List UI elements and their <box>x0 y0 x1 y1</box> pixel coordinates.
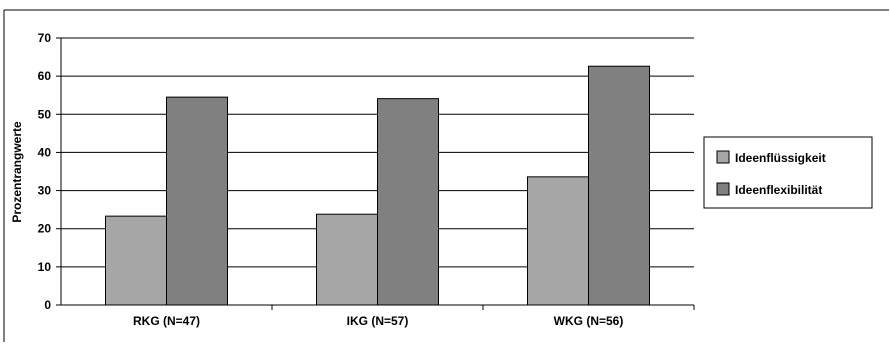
legend-label-ideenflexibilitaet: Ideenflexibilität <box>735 183 822 197</box>
bar-ideenflexibilitaet-2 <box>588 65 650 306</box>
legend: Ideenflüssigkeit Ideenflexibilität <box>703 136 873 209</box>
x-category-label-0: RKG (N=47) <box>133 314 200 328</box>
legend-swatch-ideenfluessigkeit <box>716 150 730 164</box>
y-tick-label-50: 50 <box>38 107 52 121</box>
bar-ideenflexibilitaet-1 <box>377 98 439 306</box>
y-tick-label-20: 20 <box>38 222 52 236</box>
axes: 0 10 20 30 40 50 60 70 RKG (N=47) IKG (N=57) WKG (… <box>38 31 695 328</box>
bar-ideenfluessigkeit-2 <box>527 176 589 306</box>
y-tick-label-10: 10 <box>38 260 52 274</box>
bar-ideenfluessigkeit-1 <box>316 213 378 306</box>
y-tick-label-70: 70 <box>38 31 52 45</box>
y-tick-label-40: 40 <box>38 145 52 159</box>
legend-box <box>703 136 873 209</box>
y-tick-label-30: 30 <box>38 184 52 198</box>
x-category-label-1: IKG (N=57) <box>347 314 409 328</box>
y-axis-title: Prozentrangwerte <box>10 121 24 223</box>
legend-swatch-ideenflexibilitaet <box>716 182 730 196</box>
legend-label-ideenfluessigkeit: Ideenflüssigkeit <box>735 151 826 165</box>
y-tick-label-0: 0 <box>44 298 51 312</box>
bar-ideenflexibilitaet-0 <box>166 96 228 306</box>
bars <box>105 65 650 306</box>
y-tick-label-60: 60 <box>38 69 52 83</box>
x-category-label-2: WKG (N=56) <box>554 314 624 328</box>
bar-ideenfluessigkeit-0 <box>105 215 167 306</box>
